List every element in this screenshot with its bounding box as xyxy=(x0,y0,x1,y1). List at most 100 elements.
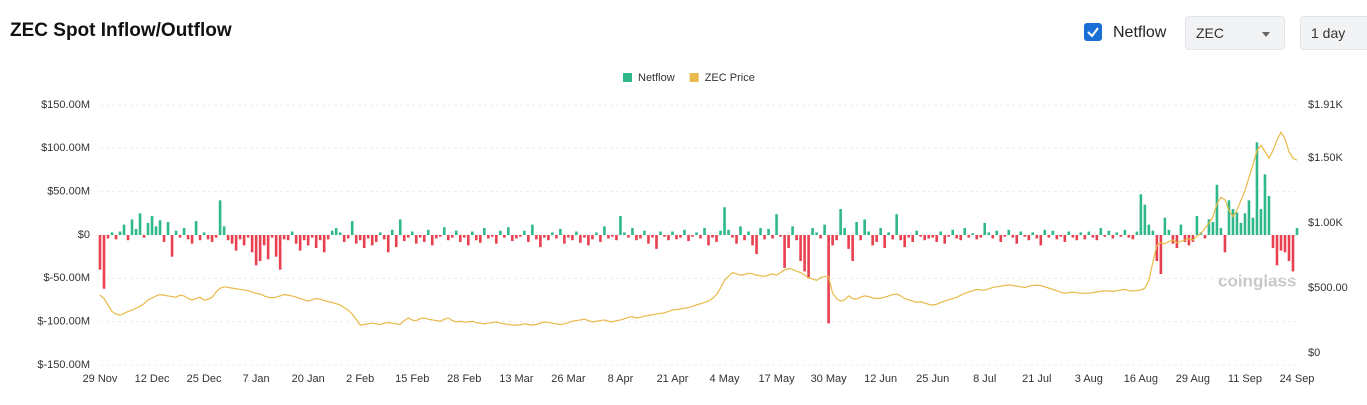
bar xyxy=(667,235,670,241)
bar xyxy=(567,235,570,238)
bar xyxy=(1123,229,1127,235)
bar xyxy=(214,235,218,238)
bar xyxy=(1087,231,1091,235)
x-tick-label: 3 Aug xyxy=(1075,373,1103,385)
bar xyxy=(194,221,198,235)
bar xyxy=(354,235,358,244)
bar xyxy=(679,235,682,238)
x-tick-label: 7 Jan xyxy=(243,373,270,385)
bar xyxy=(302,235,306,241)
bar xyxy=(1239,222,1243,235)
bar xyxy=(727,229,730,235)
bar xyxy=(326,235,330,240)
bar xyxy=(507,227,510,235)
bar xyxy=(110,232,114,235)
bar xyxy=(631,228,634,235)
bar xyxy=(98,235,102,270)
y2-tick-label: $1.91K xyxy=(1308,99,1344,111)
bar xyxy=(915,230,918,235)
bar xyxy=(338,232,342,235)
bar xyxy=(471,231,474,235)
bar xyxy=(571,235,574,241)
netflow-checkbox[interactable] xyxy=(1084,23,1102,41)
bar xyxy=(975,235,979,240)
bar xyxy=(418,235,422,238)
bar xyxy=(967,235,971,238)
checkbox-label[interactable]: Netflow xyxy=(1113,24,1167,41)
bar xyxy=(559,228,562,235)
bar xyxy=(1295,228,1299,235)
coin-select[interactable]: ZEC xyxy=(1185,16,1285,50)
y-tick-label: $100.00M xyxy=(41,142,90,154)
bar xyxy=(759,228,762,235)
bar xyxy=(1211,222,1215,235)
bar xyxy=(691,235,694,237)
bar xyxy=(1227,200,1231,235)
bar xyxy=(230,235,234,244)
bar xyxy=(202,232,206,235)
bar xyxy=(1119,235,1123,237)
bar xyxy=(394,235,398,248)
bar xyxy=(346,235,350,239)
bar xyxy=(675,235,678,240)
bar xyxy=(807,235,810,279)
check-icon xyxy=(1087,27,1099,38)
bar xyxy=(651,235,654,238)
bar xyxy=(499,230,502,235)
bar xyxy=(1043,229,1047,235)
bar xyxy=(579,235,582,243)
interval-select[interactable]: 1 day xyxy=(1300,16,1367,50)
y-tick-label: $0 xyxy=(78,229,90,241)
bar xyxy=(907,235,910,238)
y-tick-label: $-50.00M xyxy=(44,272,90,284)
bar xyxy=(751,235,754,246)
bar xyxy=(1163,217,1167,235)
bar xyxy=(1071,235,1075,238)
bar xyxy=(627,235,630,238)
bar xyxy=(735,235,738,244)
bar xyxy=(410,231,414,235)
bar xyxy=(1243,213,1247,235)
legend-swatch xyxy=(689,73,699,82)
bar xyxy=(715,235,718,242)
bar xyxy=(442,227,446,235)
bar xyxy=(1147,224,1151,235)
bar xyxy=(1223,235,1227,253)
bar xyxy=(663,235,666,237)
bar xyxy=(422,235,426,242)
bar xyxy=(1019,231,1023,235)
y2-tick-label: $1.50K xyxy=(1308,152,1344,164)
bar xyxy=(611,235,614,237)
bar xyxy=(1091,235,1095,238)
x-tick-label: 30 May xyxy=(811,373,848,385)
bar xyxy=(939,231,943,235)
bar xyxy=(282,235,286,240)
bar xyxy=(1219,228,1223,235)
bar xyxy=(250,235,254,253)
bar xyxy=(278,235,282,270)
bar xyxy=(294,235,298,244)
bar xyxy=(647,235,650,244)
bar xyxy=(563,235,566,244)
page-title: ZEC Spot Inflow/Outflow xyxy=(10,20,232,41)
bar xyxy=(1263,174,1267,235)
bar xyxy=(835,235,838,241)
x-tick-label: 21 Jul xyxy=(1022,373,1051,385)
bar xyxy=(879,228,882,235)
bar xyxy=(1067,231,1071,235)
price-line xyxy=(99,131,1298,326)
y2-tick-label: $1.00K xyxy=(1308,217,1344,229)
bar xyxy=(182,228,186,235)
bar xyxy=(1151,230,1155,235)
bar xyxy=(503,235,506,238)
legend-label: Netflow xyxy=(638,72,675,84)
bar xyxy=(1099,228,1103,235)
bar xyxy=(1203,235,1207,239)
bar xyxy=(206,235,210,240)
bar xyxy=(947,235,951,237)
bar xyxy=(438,235,442,237)
x-tick-label: 20 Jan xyxy=(292,373,325,385)
bar xyxy=(1283,235,1287,253)
bar xyxy=(1115,232,1119,235)
